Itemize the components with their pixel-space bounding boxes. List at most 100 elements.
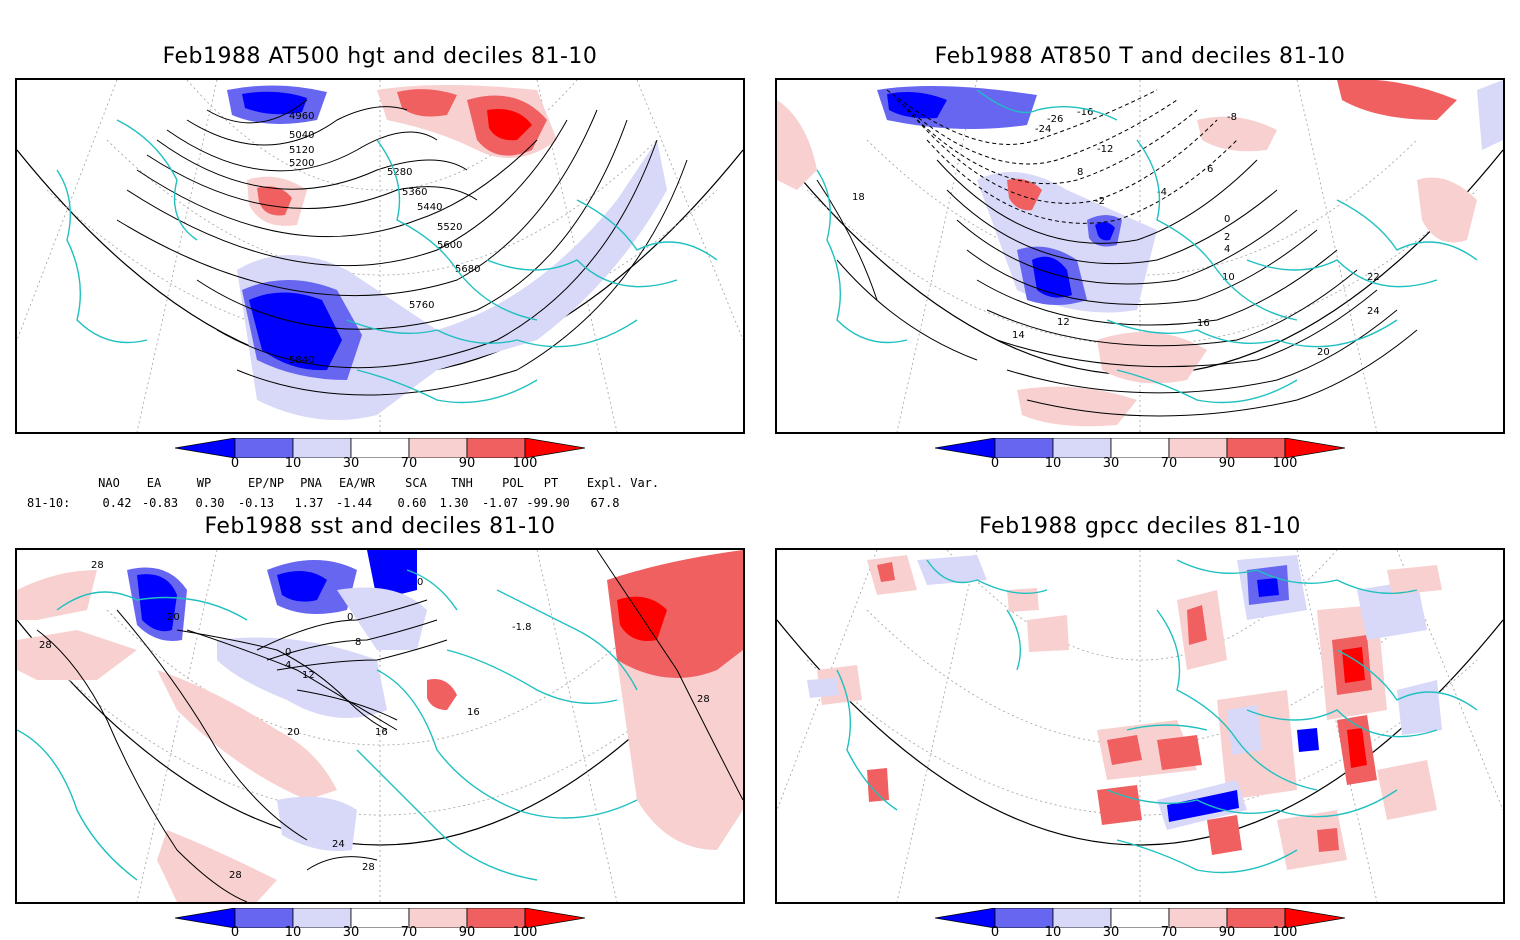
colorbar-label: 100 [512,456,538,471]
colorbar-label: 10 [1044,456,1062,471]
colorbar-label: 30 [1102,925,1120,940]
sst-label: 0 [347,612,353,623]
t850-label: 2 [1224,232,1230,243]
colorbar-label: 70 [400,456,418,471]
colorbar-label: 100 [1272,456,1298,471]
sst-label: 16 [375,727,388,738]
index-header: EA/WR [338,476,376,490]
colorbar-label: 0 [230,925,240,940]
index-header: EA [146,476,162,490]
t850-label: 12 [1057,317,1070,328]
hgt-label: 5120 [289,145,314,156]
colorbar-label: 0 [990,925,1000,940]
index-header: SCA [405,476,427,490]
t850-label: 6 [1207,164,1213,175]
sst-label: 4 [285,660,291,671]
panel-title-gpcc: Feb1988 gpcc deciles 81-10 [979,514,1301,539]
colorbar-label: 0 [990,456,1000,471]
hgt-label: 5520 [437,222,462,233]
t850-label: 4 [1224,244,1230,255]
hgt-label: 5360 [402,187,427,198]
hgt-label: 5840 [289,355,314,366]
sst-label: 0 [417,577,423,588]
colorbar-bottom-left: 0 10 30 70 90 100 [174,907,586,940]
t850-label: 14 [1012,330,1025,341]
colorbar-label: 90 [1218,925,1236,940]
index-value: 1.37 [294,496,324,510]
index-header: PT [543,476,559,490]
map-t850: -24 -26 -16 -12 -8 -4 -2 0 2 4 6 8 10 12… [775,78,1505,434]
hgt-label: 5680 [455,264,480,275]
t850-label: -12 [1097,144,1113,155]
t850-label: 10 [1222,272,1235,283]
index-header: EP/NP [247,476,285,490]
hgt-label: 5200 [289,158,314,169]
index-value: 67.8 [590,496,620,510]
sst-label: 8 [355,637,361,648]
colorbar-label: 10 [1044,925,1062,940]
colorbar-label: 100 [1272,925,1298,940]
t850-label: -24 [1035,124,1051,135]
index-header: NAO [98,476,120,490]
colorbar-label: 10 [284,925,302,940]
colorbar-label: 100 [512,925,538,940]
colorbar-label: 90 [1218,456,1236,471]
panel-title-t850: Feb1988 AT850 T and deciles 81-10 [934,44,1346,69]
teleconnection-indices: NAO EA WP EP/NP PNA EA/WR SCA TNH POL PT… [0,472,700,516]
panel-title-sst: Feb1988 sst and deciles 81-10 [204,514,556,539]
t850-label: 0 [1224,214,1230,225]
index-row-label: 81-10: [27,496,71,510]
t850-label: 20 [1317,347,1330,358]
index-value: -99.90 [526,496,570,510]
t850-label: -8 [1227,112,1237,123]
sst-label: 28 [697,694,710,705]
sst-label: 28 [362,862,375,873]
t850-label: -26 [1047,114,1063,125]
index-value: -1.07 [481,496,519,510]
colorbar-label: 70 [1160,925,1178,940]
t850-label: 16 [1197,318,1210,329]
colorbar-label: 10 [284,456,302,471]
index-header: WP [196,476,212,490]
hgt-label: 4960 [289,111,314,122]
sst-label: -1.8 [512,622,532,633]
t850-label: 22 [1367,272,1380,283]
index-value: -0.13 [237,496,275,510]
colorbar-label: 70 [400,925,418,940]
index-value: -0.83 [141,496,179,510]
t850-label: -4 [1157,187,1167,198]
t850-label: 18 [852,192,865,203]
colorbar-label: 90 [458,925,476,940]
hgt-label: 5040 [289,130,314,141]
index-header: Expl. Var. [586,476,660,490]
sst-label: 20 [287,727,300,738]
sst-label: 24 [332,839,345,850]
index-value: 0.30 [195,496,225,510]
colorbar-label: 30 [1102,456,1120,471]
hgt-label: 5760 [409,300,434,311]
index-value: -1.44 [335,496,373,510]
sst-label: 28 [39,640,52,651]
colorbar-top-right: 0 10 30 70 90 100 [934,437,1346,478]
colorbar-label: 70 [1160,456,1178,471]
t850-label: 24 [1367,306,1380,317]
colorbar-label: 90 [458,456,476,471]
hgt-label: 5600 [437,240,462,251]
map-hgt: 4960 5040 5120 5200 5280 5360 5440 5520 … [15,78,745,434]
sst-label: 28 [91,560,104,571]
sst-label: 16 [467,707,480,718]
t850-label: -2 [1095,196,1105,207]
index-header: POL [502,476,524,490]
t850-label: -16 [1077,107,1093,118]
index-header: TNH [451,476,473,490]
colorbar-label: 30 [342,456,360,471]
colorbar-label: 0 [230,456,240,471]
index-value: 0.42 [102,496,132,510]
sst-label: 20 [167,612,180,623]
map-gpcc [775,548,1505,904]
panel-title-hgt: Feb1988 AT500 hgt and deciles 81-10 [162,44,598,69]
colorbar-bottom-right: 0 10 30 70 90 100 [934,907,1346,940]
sst-label: 0 [285,647,291,658]
hgt-label: 5440 [417,202,442,213]
hgt-label: 5280 [387,167,412,178]
